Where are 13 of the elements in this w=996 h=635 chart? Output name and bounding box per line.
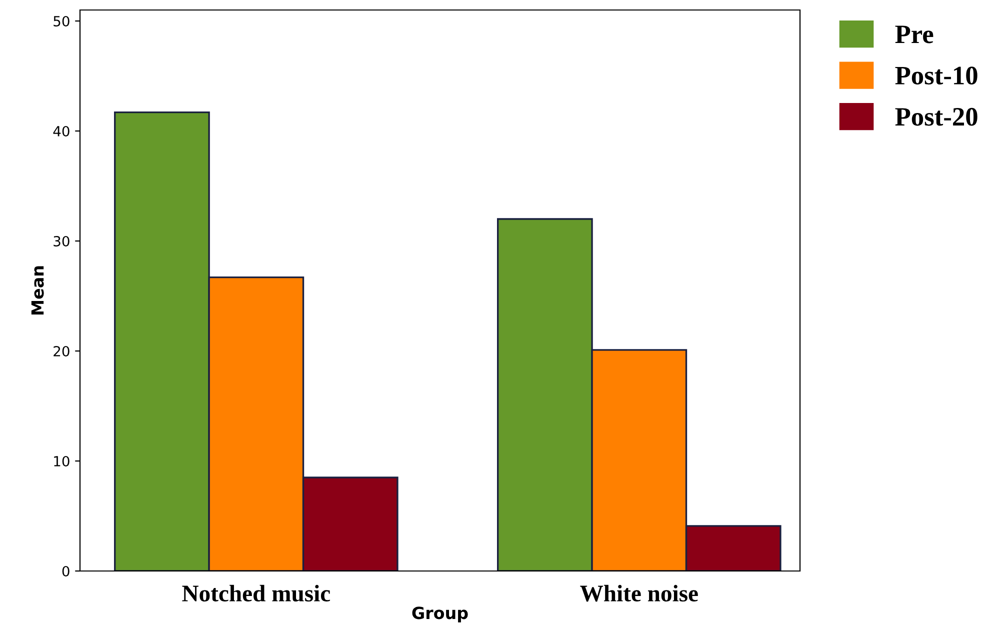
y-tick-label: 0 <box>62 566 70 576</box>
x-axis-title: Group <box>412 606 468 622</box>
x-tick-label: Notched music <box>182 584 330 602</box>
y-tick-label: 10 <box>54 456 70 466</box>
y-axis-title: Mean <box>31 266 44 314</box>
legend-label: Pre <box>895 26 934 44</box>
legend-label: Post-10 <box>895 66 978 84</box>
y-tick-label: 20 <box>54 346 70 356</box>
x-tick-label: White noise <box>580 584 698 602</box>
y-tick-label: 50 <box>54 16 70 26</box>
legend-label: Post-20 <box>895 108 978 126</box>
y-tick-label: 40 <box>53 126 70 136</box>
y-tick-label: 30 <box>54 236 70 246</box>
